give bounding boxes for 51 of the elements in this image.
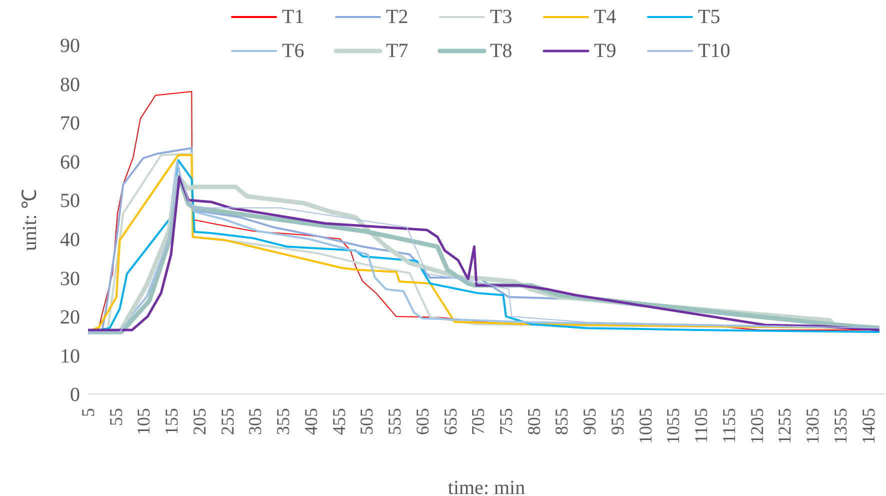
x-tick-label: 805 (524, 408, 544, 435)
x-tick-label: 1005 (635, 408, 656, 444)
x-tick-label: 55 (106, 408, 126, 426)
x-tick-label: 505 (356, 408, 377, 435)
legend-label: T3 (490, 5, 512, 30)
x-tick-label: 405 (300, 408, 321, 435)
x-tick-label: 1255 (774, 408, 795, 444)
legend-label: T7 (386, 39, 408, 64)
x-tick-label: 605 (412, 408, 432, 435)
y-tick-label: 70 (60, 112, 80, 135)
x-tick-label: 555 (384, 408, 405, 435)
legend-label: T2 (386, 5, 408, 30)
x-tick-label: 455 (328, 408, 349, 435)
x-tick-label: 705 (468, 408, 488, 435)
y-tick-label: 90 (60, 35, 80, 58)
x-tick-label: 1305 (802, 408, 823, 444)
x-tick-label: 155 (162, 408, 182, 435)
x-tick-label: 305 (245, 408, 266, 435)
legend-label: T4 (594, 5, 616, 30)
x-tick-label: 105 (134, 408, 154, 435)
legend-label: T10 (698, 39, 730, 64)
x-tick-label: 1105 (691, 408, 712, 444)
legend-label: T9 (594, 39, 616, 64)
x-tick-label: 205 (189, 408, 210, 435)
x-tick-label: 5 (78, 408, 98, 417)
y-tick-label: 50 (60, 190, 80, 212)
y-tick-label: 80 (60, 74, 80, 96)
y-tick-label: 0 (70, 384, 80, 406)
x-tick-label: 955 (607, 408, 628, 435)
y-axis-title: unit: ℃ (19, 189, 41, 251)
x-tick-label: 1205 (746, 408, 767, 444)
legend-label: T8 (490, 39, 512, 64)
x-tick-label: 1355 (830, 408, 850, 444)
x-tick-label: 1405 (858, 408, 878, 444)
y-tick-label: 20 (60, 306, 80, 329)
x-tick-label: 1155 (718, 408, 739, 444)
x-tick-label: 255 (217, 408, 238, 435)
y-tick-label: 40 (60, 228, 80, 251)
x-tick-label: 1055 (663, 408, 684, 444)
x-tick-label: 355 (273, 408, 294, 435)
x-tick-label: 855 (552, 408, 572, 435)
x-tick-label: 655 (440, 408, 460, 435)
y-tick-label: 60 (60, 151, 80, 174)
x-axis-title: time: min (448, 477, 526, 496)
legend-label: T1 (282, 5, 304, 30)
legend-label: T6 (282, 39, 304, 64)
legend-label: T5 (698, 5, 720, 30)
y-tick-label: 30 (60, 268, 80, 290)
y-tick-label: 10 (60, 345, 80, 368)
x-tick-label: 755 (496, 408, 516, 435)
x-tick-label: 905 (580, 408, 600, 435)
